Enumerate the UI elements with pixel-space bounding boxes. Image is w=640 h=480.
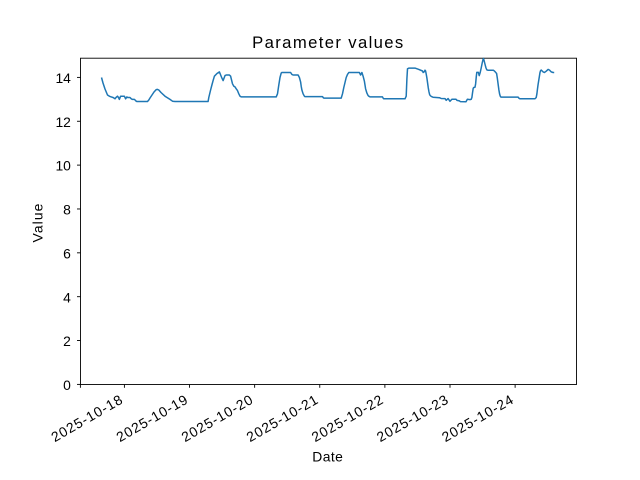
svg-text:14: 14 [55,70,71,86]
svg-text:0: 0 [63,377,71,393]
svg-text:Value: Value [29,203,45,243]
svg-text:8: 8 [63,202,71,218]
svg-text:2: 2 [63,333,71,349]
svg-text:4: 4 [63,289,71,305]
svg-text:10: 10 [55,158,71,174]
svg-text:6: 6 [63,245,71,261]
svg-text:Parameter values: Parameter values [252,33,404,52]
svg-text:Date: Date [312,449,343,465]
svg-text:12: 12 [55,114,71,130]
